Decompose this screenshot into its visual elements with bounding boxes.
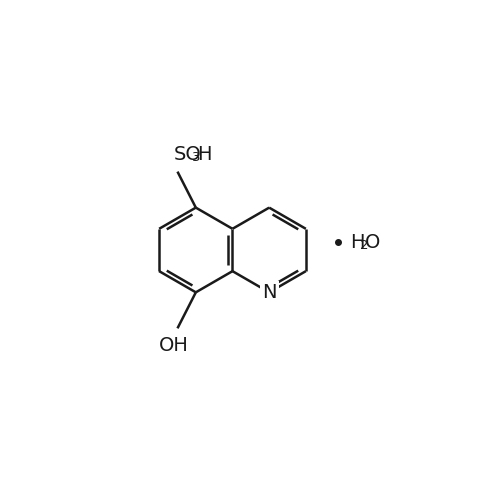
Text: H: H bbox=[197, 145, 212, 164]
Text: 3: 3 bbox=[192, 151, 201, 164]
Text: H: H bbox=[350, 233, 365, 252]
Text: 2: 2 bbox=[360, 239, 368, 252]
Text: SO: SO bbox=[173, 145, 201, 164]
Text: N: N bbox=[262, 283, 276, 302]
Text: O: O bbox=[365, 233, 381, 252]
Text: OH: OH bbox=[159, 336, 189, 355]
